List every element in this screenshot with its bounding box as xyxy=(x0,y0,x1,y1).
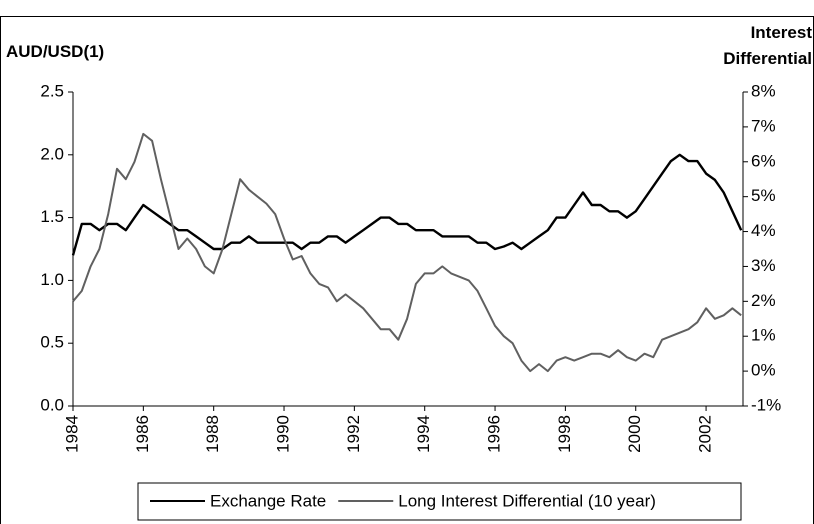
x-tick-label: 1992 xyxy=(344,415,363,453)
x-tick-label: 1994 xyxy=(414,415,433,453)
y-tick-label: 0.0 xyxy=(40,395,64,414)
x-tick-label: 2000 xyxy=(625,415,644,453)
x-tick-label: 1998 xyxy=(555,415,574,453)
x-tick-label: 2002 xyxy=(696,415,715,453)
y2-tick-label: 5% xyxy=(751,186,776,205)
series-line xyxy=(71,153,743,256)
y-tick-label: 2.5 xyxy=(40,81,64,100)
y2-tick-label: 2% xyxy=(751,291,776,310)
y2-tick-label: -1% xyxy=(751,395,781,414)
x-tick-label: 1986 xyxy=(133,415,152,453)
y2-tick-label: 0% xyxy=(751,361,776,380)
legend-label: Long Interest Differential (10 year) xyxy=(398,491,656,510)
y2-tick-label: 4% xyxy=(751,221,776,240)
x-tick-label: 1996 xyxy=(485,415,504,453)
y2-tick-label: 7% xyxy=(751,116,776,135)
y2-axis-label: Interest Differential xyxy=(723,23,812,68)
y-tick-label: 1.0 xyxy=(40,270,64,289)
y-tick-label: 0.5 xyxy=(40,333,64,352)
x-tick-label: 1984 xyxy=(62,415,81,453)
y2-tick-label: 6% xyxy=(751,151,776,170)
y-axis-label: AUD/USD(1) xyxy=(6,42,105,61)
x-tick-label: 1988 xyxy=(203,415,222,453)
y-tick-label: 1.5 xyxy=(40,207,64,226)
legend-label: Exchange Rate xyxy=(210,491,326,510)
y2-tick-label: 1% xyxy=(751,326,776,345)
y-tick-label: 2.0 xyxy=(40,144,64,163)
y2-tick-label: 8% xyxy=(751,81,776,100)
series-line xyxy=(72,132,742,373)
legend-box xyxy=(137,482,742,521)
y2-tick-label: 3% xyxy=(751,256,776,275)
x-tick-label: 1990 xyxy=(274,415,293,453)
